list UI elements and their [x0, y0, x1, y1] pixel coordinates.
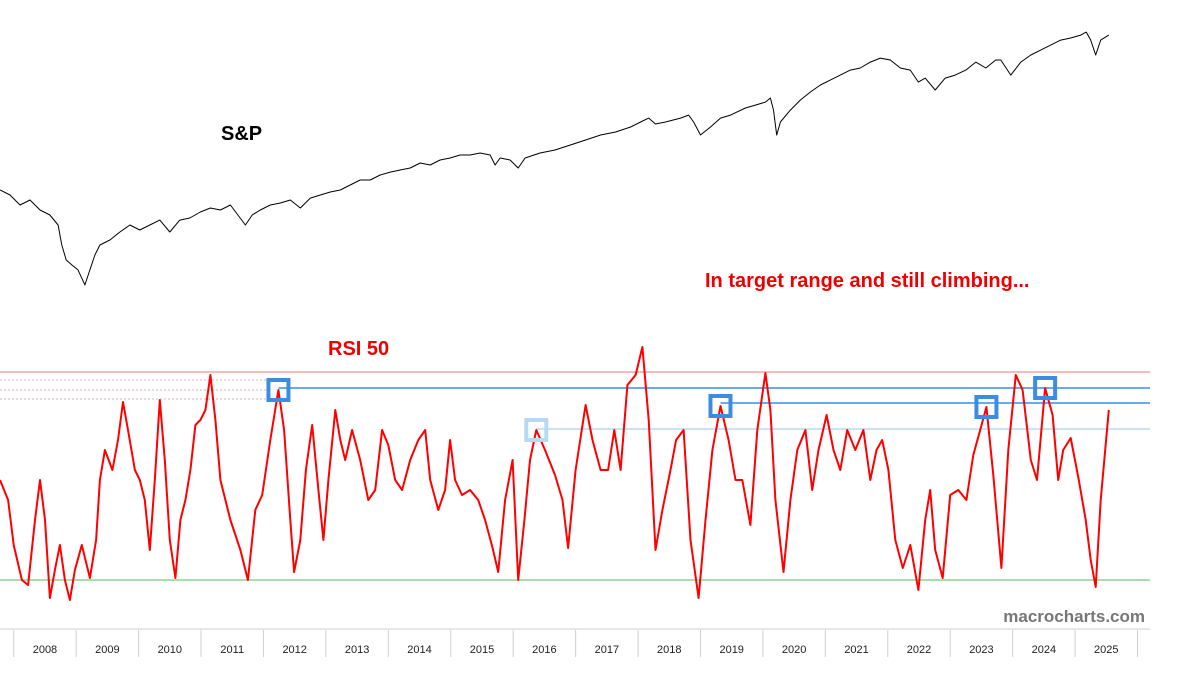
x-tick-label: 2010: [158, 644, 182, 656]
series-label: RSI 50: [328, 338, 389, 360]
highlight-box: [974, 395, 999, 419]
x-tick-label: 2021: [844, 644, 868, 656]
x-tick-label: 2015: [470, 644, 494, 656]
x-tick-label: 2017: [595, 644, 619, 656]
x-tick-label: 2009: [95, 644, 119, 656]
x-tick-label: 2025: [1094, 644, 1118, 656]
annotation: In target range and still climbing...: [705, 270, 1030, 292]
x-tick-label: 2016: [532, 644, 556, 656]
watermark: macrocharts.com: [1003, 607, 1145, 626]
x-tick-label: 2024: [1032, 644, 1056, 656]
x-tick-label: 2013: [345, 644, 369, 656]
x-axis-strip: [0, 629, 1150, 675]
highlight-box: [708, 394, 733, 418]
x-tick-label: 2008: [33, 644, 57, 656]
x-tick-label: 2023: [969, 644, 993, 656]
highlight-box: [524, 418, 549, 442]
series-line: [0, 31, 1110, 286]
x-tick-label: 2011: [220, 644, 244, 656]
x-tick-label: 2020: [782, 644, 806, 656]
series-label: S&P: [221, 123, 262, 145]
highlight-box: [266, 378, 291, 402]
x-tick-label: 2014: [407, 644, 431, 656]
x-tick-label: 2018: [657, 644, 681, 656]
x-tick-label: 2022: [907, 644, 931, 656]
x-tick-label: 2012: [282, 644, 306, 656]
x-tick-label: 2019: [719, 644, 743, 656]
series-line: [0, 346, 1110, 601]
highlight-box: [1033, 376, 1058, 400]
